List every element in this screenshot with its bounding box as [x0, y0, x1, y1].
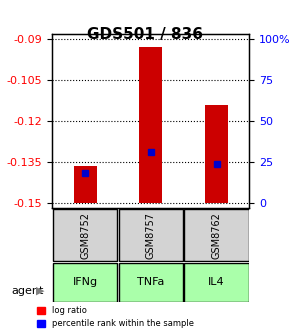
Text: GDS501 / 836: GDS501 / 836: [87, 27, 203, 42]
Text: GSM8752: GSM8752: [80, 212, 90, 259]
Text: GSM8762: GSM8762: [211, 212, 222, 259]
Bar: [205, 104, 228, 203]
FancyBboxPatch shape: [184, 263, 249, 302]
Bar: [139, 47, 162, 203]
FancyBboxPatch shape: [53, 209, 117, 261]
FancyBboxPatch shape: [119, 209, 183, 261]
FancyBboxPatch shape: [119, 263, 183, 302]
Text: IFNg: IFNg: [72, 277, 98, 287]
Bar: [74, 166, 97, 203]
Legend: log ratio, percentile rank within the sample: log ratio, percentile rank within the sa…: [33, 303, 197, 332]
FancyBboxPatch shape: [184, 209, 249, 261]
Text: IL4: IL4: [208, 277, 225, 287]
Text: agent: agent: [12, 286, 44, 296]
Text: TNFa: TNFa: [137, 277, 164, 287]
FancyBboxPatch shape: [53, 263, 117, 302]
Text: GSM8757: GSM8757: [146, 212, 156, 259]
Text: ▶: ▶: [37, 286, 45, 296]
